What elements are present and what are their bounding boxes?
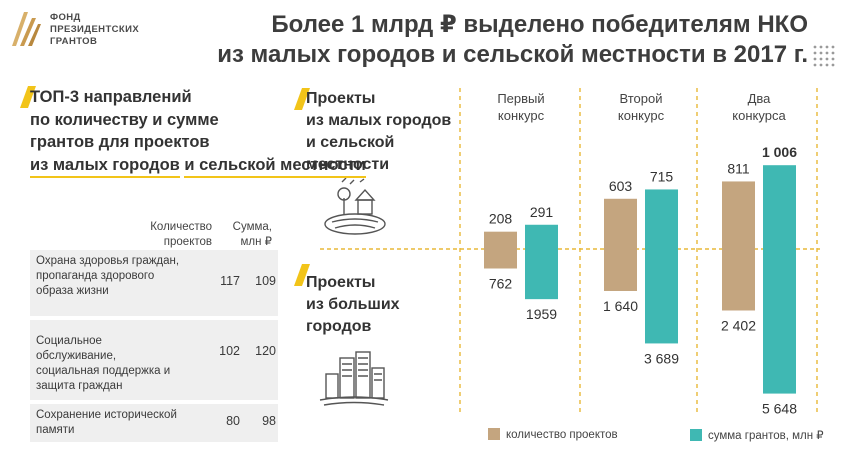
bar-small-towns [604,198,637,249]
dots-decoration-icon [813,45,835,67]
group-label: конкурса [732,108,786,123]
flag-icon [294,264,310,286]
table-header: Количество проектов Сумма, млн ₽ [30,216,278,250]
value-label-small: 1 006 [762,144,797,160]
row-count: 80 [226,414,240,428]
large-cities-label: Проекты из больших городов [306,274,400,335]
page-title: Более 1 млрд ₽ выделено победителям НКО … [217,11,808,68]
value-label-large: 3 689 [644,350,679,366]
legend-item-grants: сумма грантов, млн ₽ [690,428,824,442]
small-towns-label: Проекты из малых городов и сельской мест… [306,90,452,173]
top3-table: Количество проектов Сумма, млн ₽ Охрана … [30,216,278,446]
row-name: Охрана здоровья граждан, пропаганда здор… [36,255,180,297]
village-icon [324,178,386,235]
value-label-large: 2 402 [721,317,756,333]
top3-heading: ТОП-3 направлений по количеству и сумме … [30,86,366,178]
value-label-small: 715 [650,168,674,184]
group-label: конкурс [498,108,545,123]
bar-large-cities [525,249,558,300]
value-label-large: 1 640 [603,298,638,314]
group-label: конкурс [618,108,665,123]
bar-large-cities [645,249,678,344]
bar-small-towns [722,181,755,249]
flag-icon [294,88,310,110]
bar-large-cities [484,249,517,269]
row-sum: 120 [255,344,276,358]
legend-swatch [690,429,702,441]
row-count: 102 [219,344,240,358]
bar-small-towns [484,231,517,249]
table-row: Сохранение исторической памяти 80 98 [30,404,278,442]
value-label-large: 762 [489,276,513,292]
value-label-small: 291 [530,204,554,220]
value-label-small: 208 [489,211,513,227]
logo-icon [12,12,41,46]
bar-large-cities [763,249,796,394]
legend-item-projects: количество проектов [488,428,618,441]
row-name: Социальное обслуживание, социальная подд… [36,335,171,392]
bar-large-cities [722,249,755,311]
col-sum-header: Сумма, млн ₽ [232,221,272,248]
row-count: 117 [220,274,240,288]
value-label-large: 1959 [526,306,557,322]
legend-swatch [488,428,500,440]
table-row: Охрана здоровья граждан, пропаганда здор… [30,250,278,316]
logo-text: ФОНД ПРЕЗИДЕНТСКИХ ГРАНТОВ [50,12,140,47]
logo: ФОНД ПРЕЗИДЕНТСКИХ ГРАНТОВ [10,10,160,58]
value-label-small: 811 [727,160,750,176]
bar-large-cities [604,249,637,291]
group-label: Два [748,91,772,106]
group-label: Второй [620,91,663,106]
table-row: Социальное обслуживание, социальная подд… [30,320,278,400]
bar-small-towns [763,165,796,249]
value-label-small: 603 [609,178,633,194]
row-sum: 109 [255,274,276,288]
row-sum: 98 [262,414,276,428]
group-label: Первый [497,91,544,106]
value-label-large: 5 648 [762,401,797,417]
flag-icon [20,86,36,108]
col-count-header: Количество проектов [150,221,212,248]
city-icon [319,351,389,406]
bar-small-towns [645,189,678,249]
bar-small-towns [525,224,558,249]
row-name: Сохранение исторической памяти [36,409,177,436]
